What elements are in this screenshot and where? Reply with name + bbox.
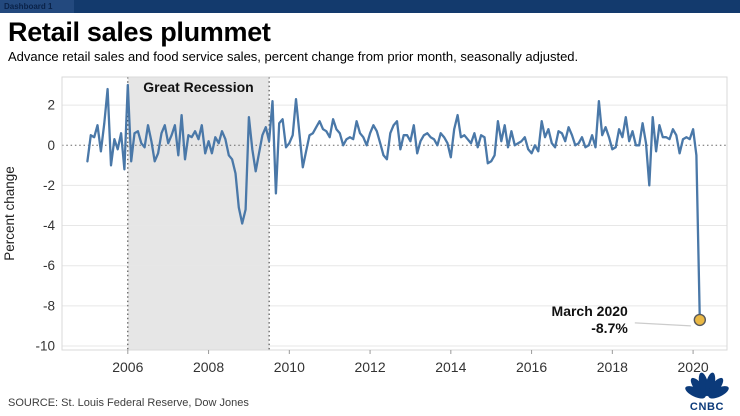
window-topbar: Dashboard 1 xyxy=(0,0,740,13)
x-tick-label: 2012 xyxy=(354,359,385,375)
plot-border xyxy=(61,76,728,351)
source-text: SOURCE: St. Louis Federal Reserve, Dow J… xyxy=(8,397,249,409)
x-tick-label: 2020 xyxy=(678,359,709,375)
y-tick-label: -2 xyxy=(43,178,55,193)
x-tick-label: 2008 xyxy=(193,359,224,375)
y-tick-label: -6 xyxy=(43,258,55,273)
annotation-marker[interactable] xyxy=(693,313,707,327)
annotation-connector xyxy=(634,322,691,327)
annotation-label-value: -8.7% xyxy=(591,320,628,336)
tab-label: Dashboard 1 xyxy=(4,2,53,11)
peacock-icon xyxy=(685,372,729,399)
x-tick-label: 2006 xyxy=(112,359,143,375)
x-tick-label: 2014 xyxy=(435,359,466,375)
x-tick-label: 2016 xyxy=(516,359,547,375)
page-subtitle: Advance retail sales and food service sa… xyxy=(8,49,579,64)
x-tick-label: 2018 xyxy=(597,359,628,375)
cnbc-logo-text: CNBC xyxy=(689,401,725,413)
tab-dashboard-1[interactable]: Dashboard 1 xyxy=(0,0,74,13)
y-tick-label: 0 xyxy=(47,138,55,153)
y-tick-label: -8 xyxy=(43,298,55,313)
cnbc-logo: CNBC xyxy=(682,369,732,413)
y-tick-label: -4 xyxy=(43,218,55,233)
series-line xyxy=(86,83,701,322)
page-title: Retail sales plummet xyxy=(8,17,271,47)
annotation-label-date: March 2020 xyxy=(552,303,628,319)
y-axis-title: Percent change xyxy=(2,166,17,261)
y-tick-label: 2 xyxy=(47,98,55,113)
x-tick-label: 2010 xyxy=(274,359,305,375)
recession-band-label: Great Recession xyxy=(143,79,254,95)
y-tick-label: -10 xyxy=(35,338,55,353)
